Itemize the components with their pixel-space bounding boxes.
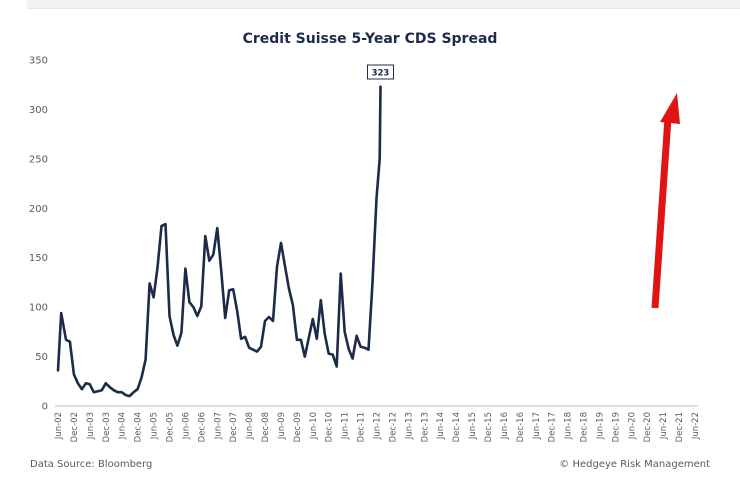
x-tick-label: Dec-19 bbox=[611, 412, 621, 442]
y-tick-label: 300 bbox=[29, 105, 48, 116]
x-tick-label: Dec-12 bbox=[388, 412, 398, 442]
x-tick-label: Jun-10 bbox=[309, 412, 319, 440]
y-tick-label: 50 bbox=[35, 352, 48, 363]
y-tick-label: 150 bbox=[29, 253, 48, 264]
x-tick-label: Jun-21 bbox=[659, 412, 669, 440]
red-arrow-head bbox=[660, 93, 680, 124]
x-tick-label: Jun-09 bbox=[277, 412, 287, 440]
x-tick-label: Jun-08 bbox=[245, 412, 255, 440]
x-tick-label: Dec-18 bbox=[580, 412, 590, 442]
y-tick-label: 350 bbox=[29, 56, 48, 67]
x-tick-label: Jun-06 bbox=[181, 412, 191, 440]
x-tick-label: Jun-20 bbox=[627, 412, 637, 440]
series-line bbox=[56, 85, 382, 398]
y-tick-label: 100 bbox=[29, 303, 48, 314]
peak-value-label: 323 bbox=[372, 69, 390, 79]
x-tick-label: Dec-03 bbox=[102, 412, 112, 442]
x-tick-label: Jun-17 bbox=[532, 412, 542, 440]
x-tick-label: Dec-08 bbox=[261, 412, 271, 442]
x-tick-label: Jun-03 bbox=[86, 412, 96, 440]
x-tick-label: Dec-20 bbox=[643, 412, 653, 442]
red-arrow-shaft bbox=[651, 117, 672, 309]
x-tick-label: Jun-12 bbox=[373, 412, 383, 440]
x-tick-label: Dec-16 bbox=[516, 412, 526, 442]
x-tick-label: Dec-11 bbox=[357, 412, 367, 442]
x-tick-label: Jun-04 bbox=[118, 412, 128, 440]
x-tick-label: Jun-11 bbox=[341, 412, 351, 440]
x-tick-label: Dec-07 bbox=[229, 412, 239, 442]
x-tick-label: Dec-09 bbox=[293, 412, 303, 442]
x-tick-label: Jun-16 bbox=[500, 412, 510, 440]
copyright-label: © Hedgeye Risk Management bbox=[559, 459, 710, 470]
x-tick-label: Jun-22 bbox=[691, 412, 701, 440]
y-tick-label: 200 bbox=[29, 204, 48, 215]
peak-value-box bbox=[366, 64, 394, 80]
x-tick-label: Jun-15 bbox=[468, 412, 478, 440]
y-tick-label: 250 bbox=[29, 154, 48, 165]
chart-title: Credit Suisse 5-Year CDS Spread bbox=[242, 31, 498, 47]
x-tick-label: Dec-14 bbox=[452, 412, 462, 442]
x-tick-label: Jun-02 bbox=[54, 412, 64, 440]
x-tick-label: Dec-10 bbox=[325, 412, 335, 442]
x-tick-label: Dec-17 bbox=[548, 412, 558, 442]
x-tick-label: Dec-13 bbox=[420, 412, 430, 442]
y-tick-label: 0 bbox=[42, 402, 48, 413]
x-tick-label: Jun-05 bbox=[150, 412, 160, 440]
x-tick-label: Dec-02 bbox=[70, 412, 80, 442]
x-tick-label: Jun-07 bbox=[213, 412, 223, 440]
x-tick-label: Jun-18 bbox=[564, 412, 574, 440]
top-bar bbox=[27, 0, 740, 9]
x-tick-label: Dec-15 bbox=[484, 412, 494, 442]
x-tick-label: Jun-19 bbox=[595, 412, 605, 440]
data-source-label: Data Source: Bloomberg bbox=[30, 459, 153, 470]
x-tick-label: Dec-05 bbox=[165, 412, 175, 442]
x-tick-label: Jun-13 bbox=[404, 412, 414, 440]
x-tick-label: Dec-21 bbox=[675, 412, 685, 442]
x-tick-label: Dec-06 bbox=[197, 412, 207, 442]
x-tick-label: Dec-04 bbox=[134, 412, 144, 442]
x-tick-label: Jun-14 bbox=[436, 412, 446, 440]
